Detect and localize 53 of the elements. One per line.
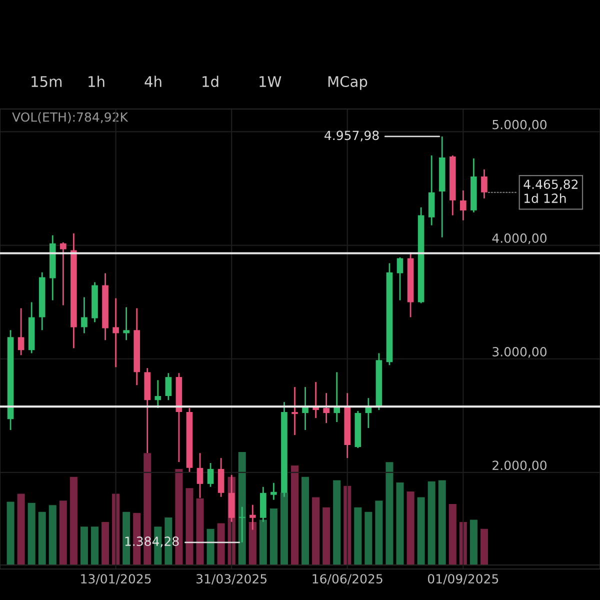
x-tick-label: 31/03/2025 bbox=[196, 574, 267, 585]
bar bbox=[448, 504, 456, 565]
annotation: 1.384,28 bbox=[125, 536, 179, 548]
bar bbox=[428, 481, 436, 565]
bar bbox=[480, 528, 488, 565]
annotation: 4.957,98 bbox=[324, 130, 379, 142]
bar bbox=[386, 462, 394, 565]
text: 1W bbox=[260, 76, 282, 87]
bar bbox=[470, 520, 478, 565]
bar bbox=[196, 498, 204, 565]
bar bbox=[238, 452, 246, 565]
y-tick-label: 3.000,00 bbox=[492, 347, 546, 358]
bar bbox=[375, 500, 383, 565]
y-tick-label: 5.000,00 bbox=[492, 120, 546, 131]
bar bbox=[364, 512, 372, 565]
bar bbox=[80, 526, 88, 565]
bar bbox=[248, 522, 256, 565]
bar bbox=[90, 526, 98, 565]
text: 15m bbox=[32, 76, 62, 88]
bar bbox=[38, 512, 46, 565]
bar bbox=[270, 508, 278, 565]
bar bbox=[354, 507, 362, 565]
text: 4h bbox=[144, 76, 162, 87]
bar bbox=[302, 476, 310, 565]
y-tick-label: 2.000,00 bbox=[492, 460, 546, 472]
bar bbox=[406, 492, 414, 565]
bar bbox=[438, 480, 446, 565]
bar bbox=[102, 522, 110, 565]
bar bbox=[28, 502, 36, 565]
bar bbox=[417, 497, 425, 565]
text: 1d bbox=[202, 76, 218, 88]
bar bbox=[48, 505, 56, 565]
bar bbox=[312, 497, 320, 565]
text: MCap bbox=[328, 76, 368, 90]
bar bbox=[17, 494, 25, 565]
bar bbox=[333, 480, 341, 565]
bar bbox=[6, 502, 14, 565]
bar bbox=[290, 466, 298, 565]
x-tick-label: 01/09/2025 bbox=[428, 574, 498, 585]
bar bbox=[396, 482, 404, 565]
bar bbox=[70, 476, 78, 565]
bar bbox=[322, 507, 330, 565]
x-tick-label: 16/06/2025 bbox=[312, 574, 382, 585]
bar bbox=[59, 500, 67, 565]
x-tick-label: 13/01/2025 bbox=[81, 574, 151, 585]
annotation: 4.465,82 1d 12h bbox=[524, 180, 578, 204]
y-tick-label: 4.000,00 bbox=[492, 233, 546, 244]
bar bbox=[259, 520, 267, 565]
chart-title: VOL(ETH):784,92K bbox=[12, 112, 128, 124]
text: 1h bbox=[88, 76, 104, 87]
bar bbox=[206, 528, 214, 565]
bar bbox=[217, 523, 225, 565]
bar bbox=[186, 488, 194, 565]
